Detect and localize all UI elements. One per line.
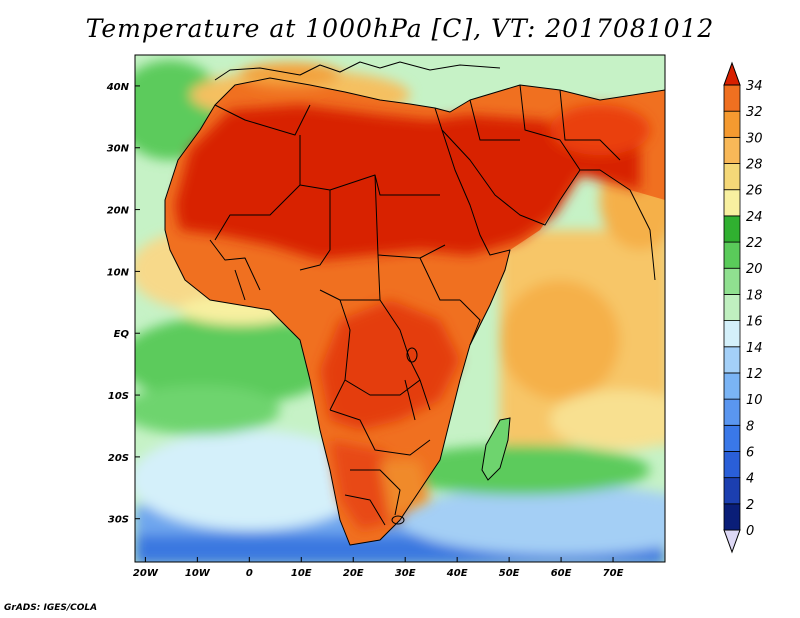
colorbar-segment [723, 424, 741, 452]
colorbar-label: 30 [746, 131, 763, 146]
colorbar-label: 28 [746, 158, 763, 173]
lon-tick-label: 40E [446, 568, 468, 579]
colorbar-segment [723, 320, 741, 348]
colorbar-label: 6 [746, 445, 754, 460]
colorbar-label: 4 [746, 472, 754, 487]
colorbar-segment [723, 346, 741, 374]
lon-tick-label: 70E [603, 568, 624, 579]
temperature-field [135, 55, 665, 562]
lat-tick-label: EQ [114, 329, 130, 340]
colorbar-label: 16 [746, 315, 763, 330]
colorbar-segment [723, 398, 741, 426]
colorbar-segment [723, 215, 741, 243]
colorbar-segment [723, 241, 741, 269]
colorbar-segment [723, 189, 741, 217]
colorbar-label: 12 [746, 367, 763, 382]
lat-tick-label: 40N [106, 82, 130, 93]
lat-tick-label: 20N [107, 206, 130, 217]
colorbar-label: 18 [746, 288, 763, 303]
colorbar-label: 14 [746, 341, 763, 356]
grads-credit: GrADS: IGES/COLA [4, 603, 98, 613]
colorbar-label: 34 [746, 79, 763, 94]
colorbar-label: 20 [746, 262, 763, 277]
colorbar-label: 2 [746, 498, 754, 513]
longitude-axis: 20W 10W 0 10E 20E 30E 40E 50E 60E 70E [133, 557, 624, 579]
colorbar-segment [723, 267, 741, 295]
lon-tick-label: 50E [499, 568, 520, 579]
colorbar-segment [723, 110, 741, 138]
lat-tick-label: 10N [107, 267, 130, 278]
colorbar-label: 24 [746, 210, 763, 225]
colorbar-label: 26 [746, 184, 763, 199]
lon-tick-label: 30E [395, 568, 416, 579]
coastlines-and-borders [164, 61, 665, 546]
colorbar-segment [723, 477, 741, 505]
colorbar-segment [723, 163, 741, 191]
lat-tick-label: 30S [108, 515, 129, 526]
colorbar-label: 22 [746, 236, 763, 251]
lon-tick-label: 20E [343, 568, 364, 579]
map-frame [134, 54, 666, 563]
lat-tick-label: 30N [107, 144, 130, 155]
madagascar [481, 417, 511, 481]
colorbar-segment [723, 136, 741, 164]
colorbar-segment [723, 372, 741, 400]
colorbar-label: 32 [746, 105, 763, 120]
lon-tick-label: 10E [291, 568, 312, 579]
colorbar-label: 0 [746, 524, 754, 539]
lat-tick-label: 20S [108, 453, 129, 464]
colorbar-segment [723, 84, 741, 112]
colorbar-label: 8 [746, 419, 754, 434]
map-title: Temperature at 1000hPa [C], VT: 20170810… [85, 14, 715, 43]
lat-tick-label: 10S [108, 391, 129, 402]
colorbar-segment [723, 503, 741, 531]
latitude-axis: 40N 30N 20N 10N EQ 10S 20S 30S [106, 82, 140, 526]
lon-tick-label: 0 [246, 568, 253, 579]
colorbar-min-arrow [723, 529, 741, 554]
lon-tick-label: 60E [551, 568, 572, 579]
lon-tick-label: 20W [133, 568, 159, 579]
colorbar-segment [723, 294, 741, 321]
colorbar-segment [723, 451, 741, 479]
colorbar-max-arrow [723, 61, 741, 86]
colorbar-label: 10 [746, 393, 763, 408]
lon-tick-label: 10W [185, 568, 211, 579]
